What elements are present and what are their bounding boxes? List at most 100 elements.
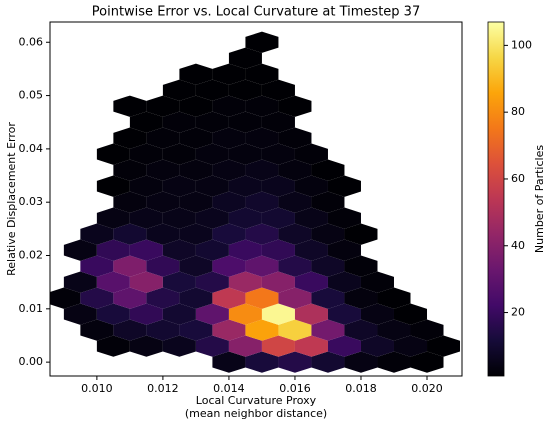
hexbin-cell (327, 207, 361, 229)
hexbin-cell (80, 319, 114, 341)
y-tick-label: 0.01 (19, 302, 44, 315)
hexbin-cell (327, 303, 361, 325)
hexbin-cell (195, 143, 229, 165)
hexbin-cell (278, 287, 312, 309)
hexbin-cell (245, 63, 279, 85)
hexbin-cell (311, 351, 345, 373)
hexbin-cell (311, 287, 345, 309)
hexbin-cell (344, 255, 378, 277)
hexbin-cell (228, 271, 262, 293)
hexbin-cell (96, 335, 130, 357)
x-tick-label: 0.010 (81, 382, 113, 395)
hexbin-cell (195, 207, 229, 229)
hexbin-cell (278, 191, 312, 213)
hexbin-cell (245, 255, 279, 277)
hexbin-cell (311, 255, 345, 277)
hexbin-cell (245, 223, 279, 245)
hexbin-cell (195, 335, 229, 357)
hexbin-cell (179, 63, 213, 85)
hexbin-cell (80, 287, 114, 309)
hexbin-cell (393, 335, 428, 357)
x-tick-label: 0.012 (147, 382, 179, 395)
hexbin-cell (146, 159, 180, 181)
hexbin-cell (129, 335, 163, 357)
hexbin-cell (327, 271, 361, 293)
x-tick-label: 0.020 (411, 382, 443, 395)
hexbin-cell (261, 335, 295, 357)
hexbin-cell (294, 335, 328, 357)
hexbin-cell (129, 175, 163, 197)
hexbin-cell (162, 303, 196, 325)
hexbin-cell (245, 319, 279, 341)
hexbin-cell (311, 191, 345, 213)
hexbin-cell (113, 223, 147, 245)
hexbin-cell (261, 175, 295, 197)
hexbin-cell (129, 239, 163, 261)
hexbin-cell (228, 143, 262, 165)
hexbin-cell (294, 271, 328, 293)
hexbin-cell (80, 255, 114, 277)
colorbar-label: Number of Particles (533, 145, 546, 253)
hexbin-cell (228, 207, 262, 229)
hexbin-cell (228, 175, 262, 197)
hexbin-cell (311, 319, 345, 341)
hexbin-cell (129, 143, 163, 165)
hexbin-cell (113, 95, 147, 117)
hexbin-cell (245, 351, 279, 373)
hexbin-cell (311, 159, 345, 181)
hexbin-cell (179, 159, 213, 181)
hexbin-cell (245, 31, 279, 53)
hexbin-cell (195, 303, 229, 325)
hexbin-cell (377, 351, 411, 373)
hexbin-cell (146, 95, 180, 117)
hexbin-cell (179, 287, 213, 309)
hexbin-cell (146, 319, 180, 341)
hexbin-cell (377, 287, 411, 309)
hexbin-cell (212, 95, 246, 117)
colorbar (487, 21, 505, 377)
hexbin-cell (63, 303, 97, 325)
hexbin-cell (179, 127, 213, 149)
hexbin-cell (294, 239, 328, 261)
hexbin-cell (261, 207, 295, 229)
hexbin-cell (212, 223, 246, 245)
hexbin-cell (410, 351, 444, 373)
hexbin-cell (146, 191, 180, 213)
hexbin-cell (50, 287, 81, 309)
hexbin-cell (261, 303, 295, 325)
hexbin-cell (179, 95, 213, 117)
hexbin-cell (245, 95, 279, 117)
hexbin-cell (278, 159, 312, 181)
hexbin-cell (96, 175, 130, 197)
x-tick-label: 0.014 (213, 382, 245, 395)
hexbin-cell (261, 111, 295, 133)
y-tick-label: 0.06 (19, 35, 44, 48)
y-tick-label: 0.05 (19, 89, 44, 102)
hexbin-cell (228, 303, 262, 325)
hexbin-cell (179, 319, 213, 341)
hexbin-cell (179, 255, 213, 277)
chart-title: Pointwise Error vs. Local Curvature at T… (92, 5, 420, 20)
hexbin-cell (212, 351, 246, 373)
x-axis-label: (mean neighbor distance) (185, 407, 327, 420)
hexbin-cell (195, 111, 229, 133)
hexbin-cell (212, 63, 246, 85)
hexbin-cell (146, 127, 180, 149)
hexbin-cell (96, 239, 130, 261)
y-axis-label: Relative Displacement Error (5, 122, 18, 276)
hexbin-cell (261, 239, 295, 261)
hexbin-cell (113, 191, 147, 213)
hexbin-cell (63, 271, 97, 293)
hexbin-cell (129, 303, 163, 325)
hexbin-cell (228, 335, 262, 357)
hexbin-cell (113, 127, 147, 149)
hexbin-cell (195, 79, 229, 101)
plot-frame (49, 21, 463, 377)
hexbin-cell (162, 271, 196, 293)
hexbin-cell (212, 319, 246, 341)
hexbin-cell (410, 319, 444, 341)
colorbar-tick-label: 60 (511, 172, 525, 185)
hexbin-cell (96, 207, 130, 229)
hexbin-cell (162, 175, 196, 197)
